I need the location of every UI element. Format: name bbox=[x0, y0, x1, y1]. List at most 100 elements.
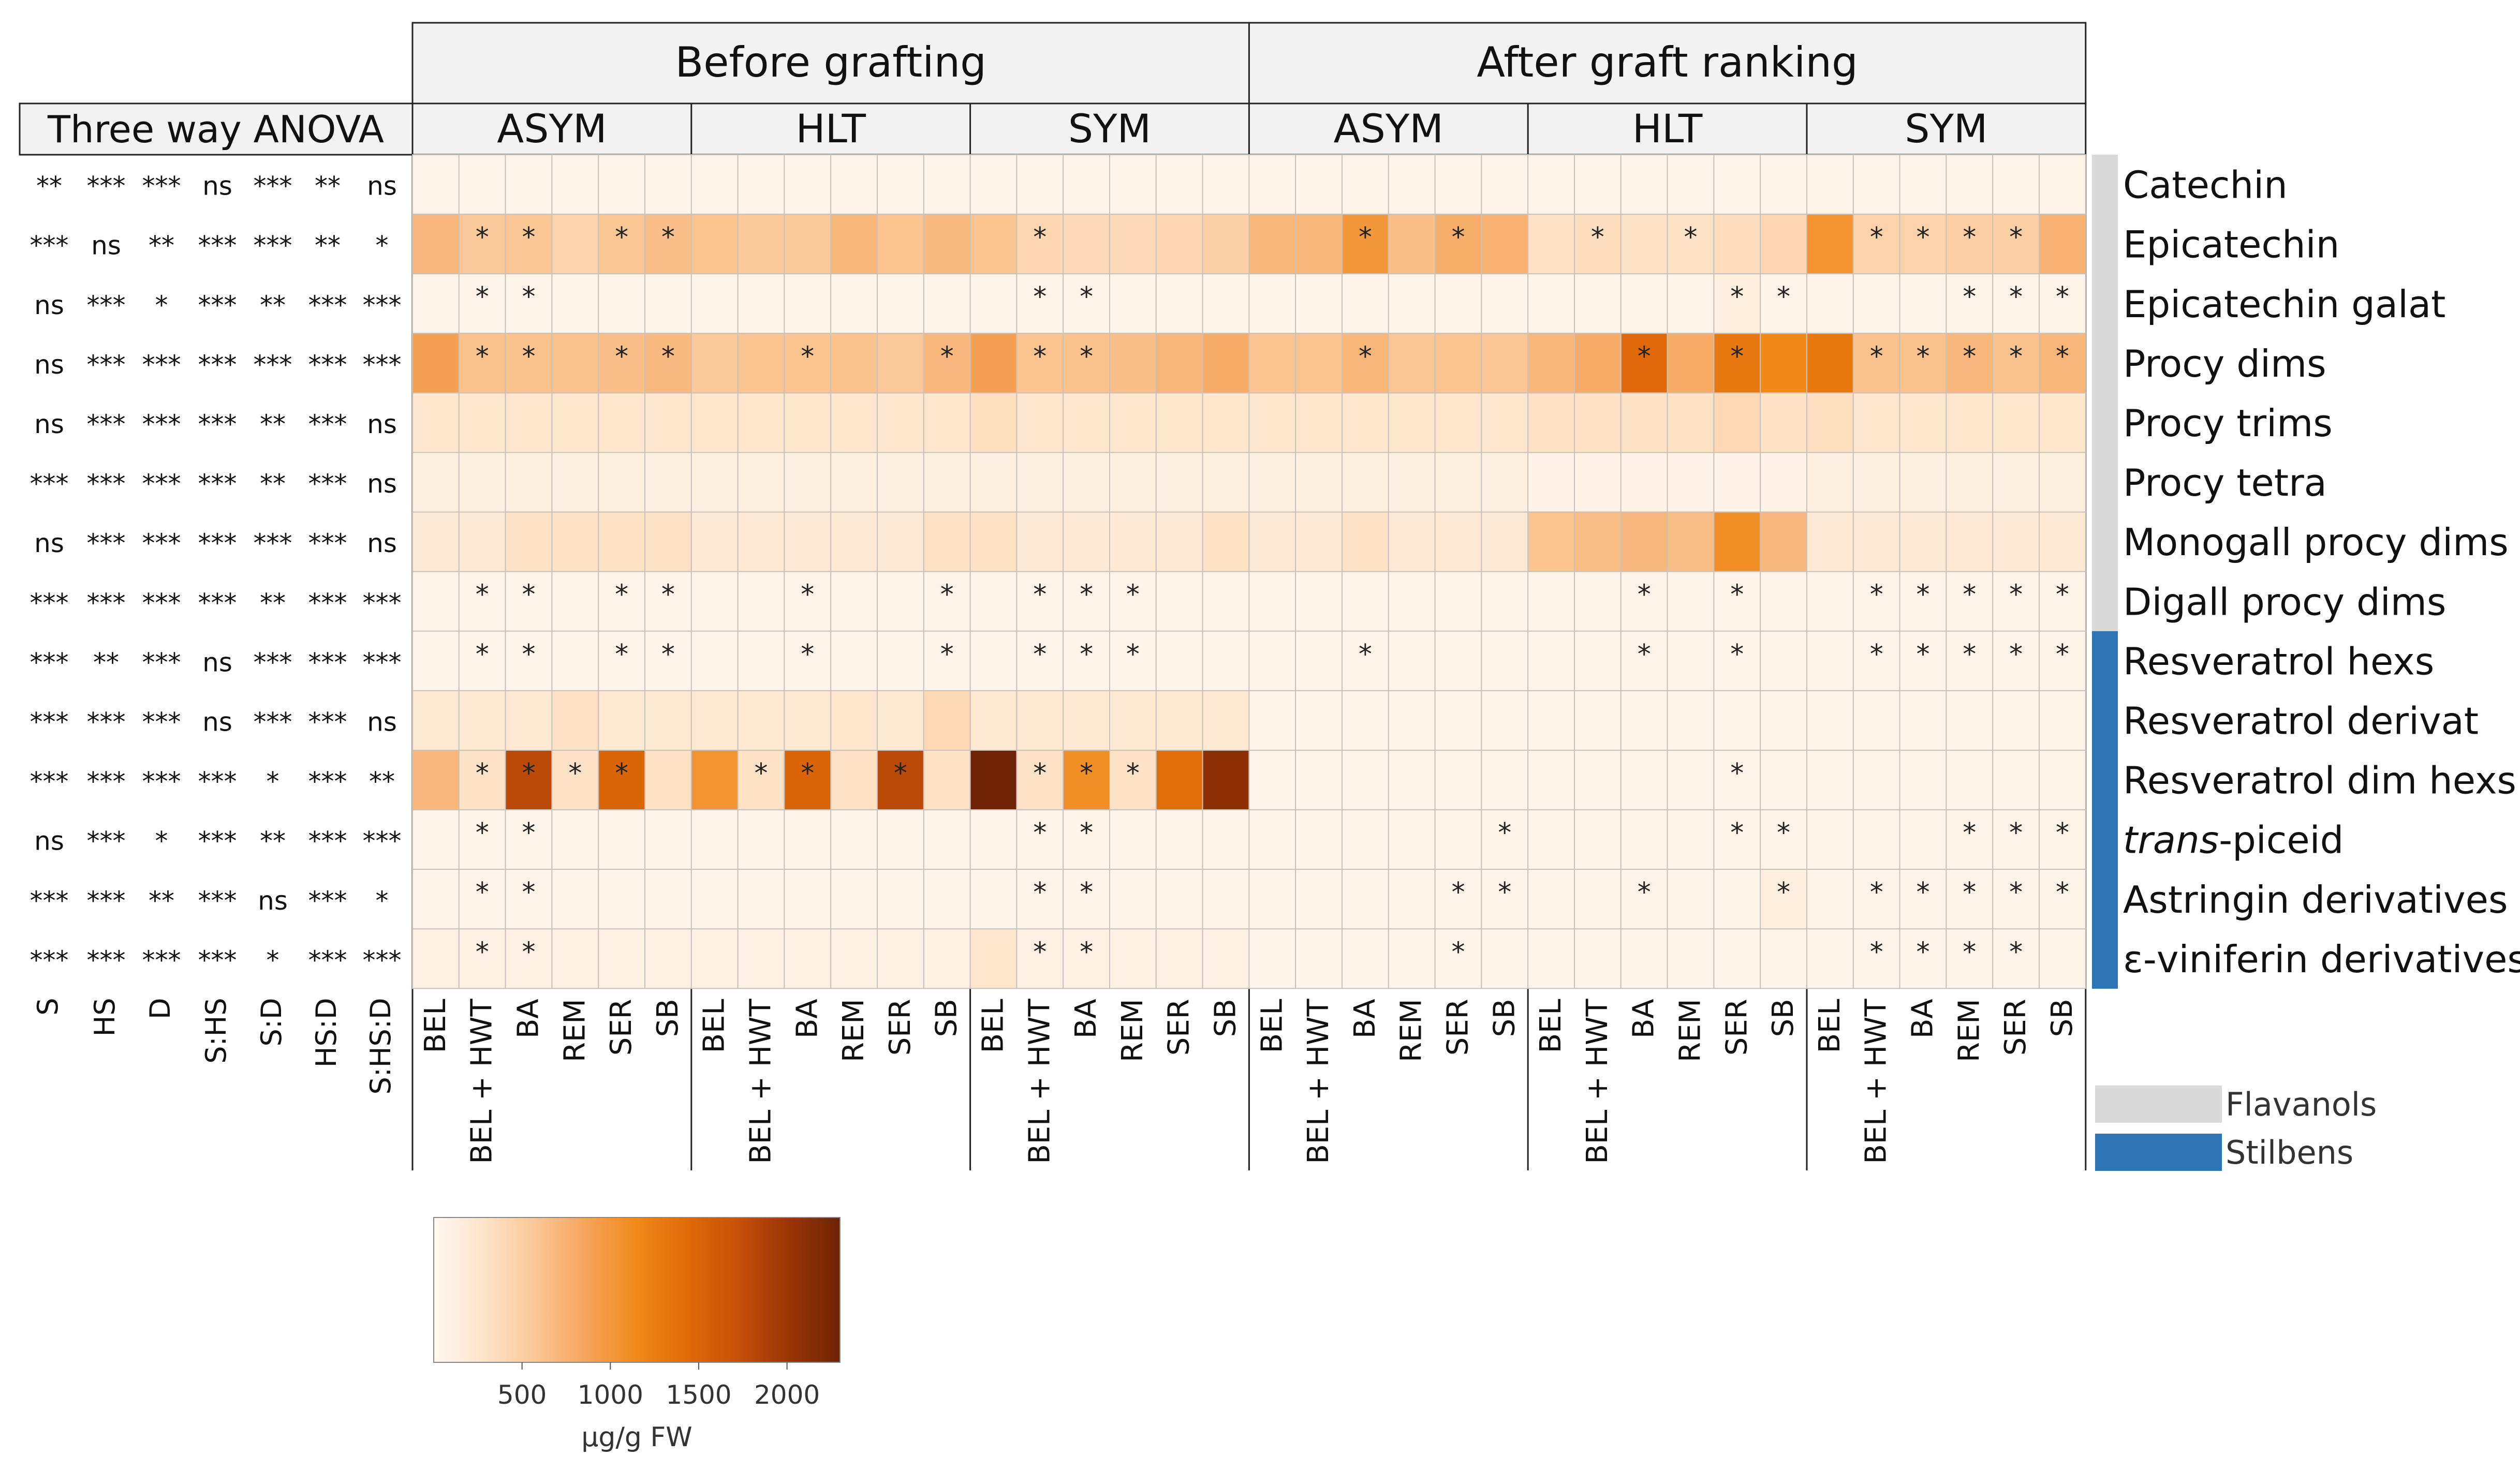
heatmap-cell bbox=[551, 809, 599, 870]
anova-significance: *** bbox=[308, 826, 347, 856]
significance-star: * bbox=[1963, 937, 1976, 968]
anova-significance: *** bbox=[142, 350, 181, 380]
heatmap-cell bbox=[1016, 750, 1064, 811]
heatmap-cell bbox=[1342, 452, 1389, 513]
heatmap-cell bbox=[1760, 273, 1807, 334]
heatmap-cell bbox=[412, 630, 460, 691]
significance-star: * bbox=[1080, 341, 1093, 372]
heatmap-cell bbox=[551, 630, 599, 691]
heatmap-cell bbox=[1248, 214, 1296, 275]
heatmap-cell bbox=[1760, 392, 1807, 453]
heatmap-cell bbox=[690, 750, 739, 811]
heatmap-cell bbox=[1295, 809, 1343, 870]
significance-star: * bbox=[1963, 818, 1976, 849]
significance-star: * bbox=[1917, 877, 1930, 908]
significance-star: * bbox=[801, 580, 814, 611]
heatmap-cell bbox=[923, 511, 971, 572]
heatmap-cell bbox=[644, 154, 692, 215]
anova-significance: *** bbox=[30, 647, 69, 677]
significance-star: * bbox=[615, 639, 628, 670]
anova-significance: *** bbox=[363, 350, 402, 380]
heatmap-cell bbox=[1388, 333, 1436, 394]
anova-significance: *** bbox=[142, 469, 181, 499]
heatmap-cell bbox=[1109, 452, 1157, 513]
heatmap-cell bbox=[1063, 571, 1110, 632]
anova-significance: *** bbox=[254, 171, 292, 201]
heatmap-cell bbox=[1063, 809, 1110, 870]
heatmap-cell bbox=[644, 869, 692, 930]
heatmap-cell bbox=[1342, 869, 1389, 930]
heatmap-cell bbox=[1527, 630, 1575, 691]
compound-label: ε-viniferin derivatives bbox=[2123, 938, 2520, 981]
heatmap-cell bbox=[1760, 630, 1807, 691]
treatment-label: BEL + HWT bbox=[744, 999, 778, 1164]
significance-star: * bbox=[1963, 222, 1976, 253]
heatmap-cell bbox=[1295, 333, 1343, 394]
heatmap-cell bbox=[1574, 154, 1622, 215]
significance-star: * bbox=[1917, 937, 1930, 968]
heatmap-cell bbox=[1016, 571, 1064, 632]
heatmap-cell bbox=[1202, 452, 1250, 513]
heatmap-cell bbox=[690, 809, 739, 870]
heatmap-cell bbox=[1806, 630, 1854, 691]
significance-star: * bbox=[1126, 758, 1140, 789]
significance-star: * bbox=[1452, 222, 1465, 253]
heatmap-cell bbox=[551, 869, 599, 930]
anova-significance: *** bbox=[87, 409, 126, 439]
heatmap-cell bbox=[1946, 214, 1994, 275]
treatment-label: SB bbox=[930, 999, 964, 1037]
heatmap-cell bbox=[1155, 630, 1203, 691]
significance-star: * bbox=[522, 222, 536, 253]
anova-significance: *** bbox=[87, 886, 126, 916]
heatmap-cell bbox=[644, 273, 692, 334]
class-bar-segment bbox=[2092, 512, 2118, 572]
heatmap-cell bbox=[1434, 869, 1482, 930]
anova-significance: *** bbox=[30, 945, 69, 975]
heatmap-cell bbox=[505, 869, 553, 930]
significance-star: * bbox=[1080, 580, 1093, 611]
heatmap-cell bbox=[1109, 273, 1157, 334]
significance-star: * bbox=[1080, 639, 1093, 670]
heatmap-cell bbox=[1063, 928, 1110, 989]
heatmap-cell bbox=[1109, 690, 1157, 751]
heatmap-cell bbox=[1481, 392, 1529, 453]
heatmap-cell bbox=[505, 630, 553, 691]
heatmap-cell bbox=[1481, 809, 1529, 870]
heatmap-cell bbox=[830, 214, 878, 275]
period-label: After graft ranking bbox=[1477, 38, 1858, 86]
heatmap-cell bbox=[969, 690, 1018, 751]
heatmap-cell bbox=[598, 392, 645, 453]
heatmap-cell bbox=[1574, 214, 1622, 275]
heatmap-cell bbox=[1016, 273, 1064, 334]
significance-star: * bbox=[522, 281, 536, 313]
heatmap-cell bbox=[1760, 928, 1807, 989]
heatmap-cell bbox=[1852, 273, 1900, 334]
significance-star: * bbox=[801, 639, 814, 670]
anova-significance: *** bbox=[142, 528, 181, 558]
heatmap-cell bbox=[1574, 750, 1622, 811]
heatmap-cell bbox=[784, 154, 832, 215]
heatmap-cell bbox=[505, 690, 553, 751]
heatmap-cell bbox=[923, 571, 971, 632]
significance-star: * bbox=[801, 758, 814, 789]
heatmap-cell bbox=[923, 750, 971, 811]
treatment-label: SB bbox=[2045, 999, 2079, 1037]
treatment-label: BA bbox=[1348, 999, 1382, 1038]
significance-star: * bbox=[1033, 639, 1047, 670]
heatmap-cell bbox=[2039, 869, 2086, 930]
heatmap-cell bbox=[1342, 928, 1389, 989]
significance-star: * bbox=[568, 758, 582, 789]
heatmap-cell bbox=[1899, 750, 1947, 811]
compound-labels: Catechin Epicatechin Epicatechin galat Proc… bbox=[2092, 155, 2520, 989]
compound-label: Epicatechin bbox=[2123, 223, 2339, 266]
heatmap-cell bbox=[1806, 571, 1854, 632]
anova-significance: ** bbox=[149, 886, 174, 916]
heatmap-cell bbox=[1806, 333, 1854, 394]
heatmap-cell bbox=[923, 809, 971, 870]
compound-label: Catechin bbox=[2123, 164, 2288, 207]
heatmap-cell bbox=[1806, 690, 1854, 751]
heatmap-cell bbox=[505, 452, 553, 513]
heatmap-cell bbox=[1852, 690, 1900, 751]
heatmap-cell bbox=[1992, 392, 2040, 453]
heatmap-cell bbox=[551, 750, 599, 811]
